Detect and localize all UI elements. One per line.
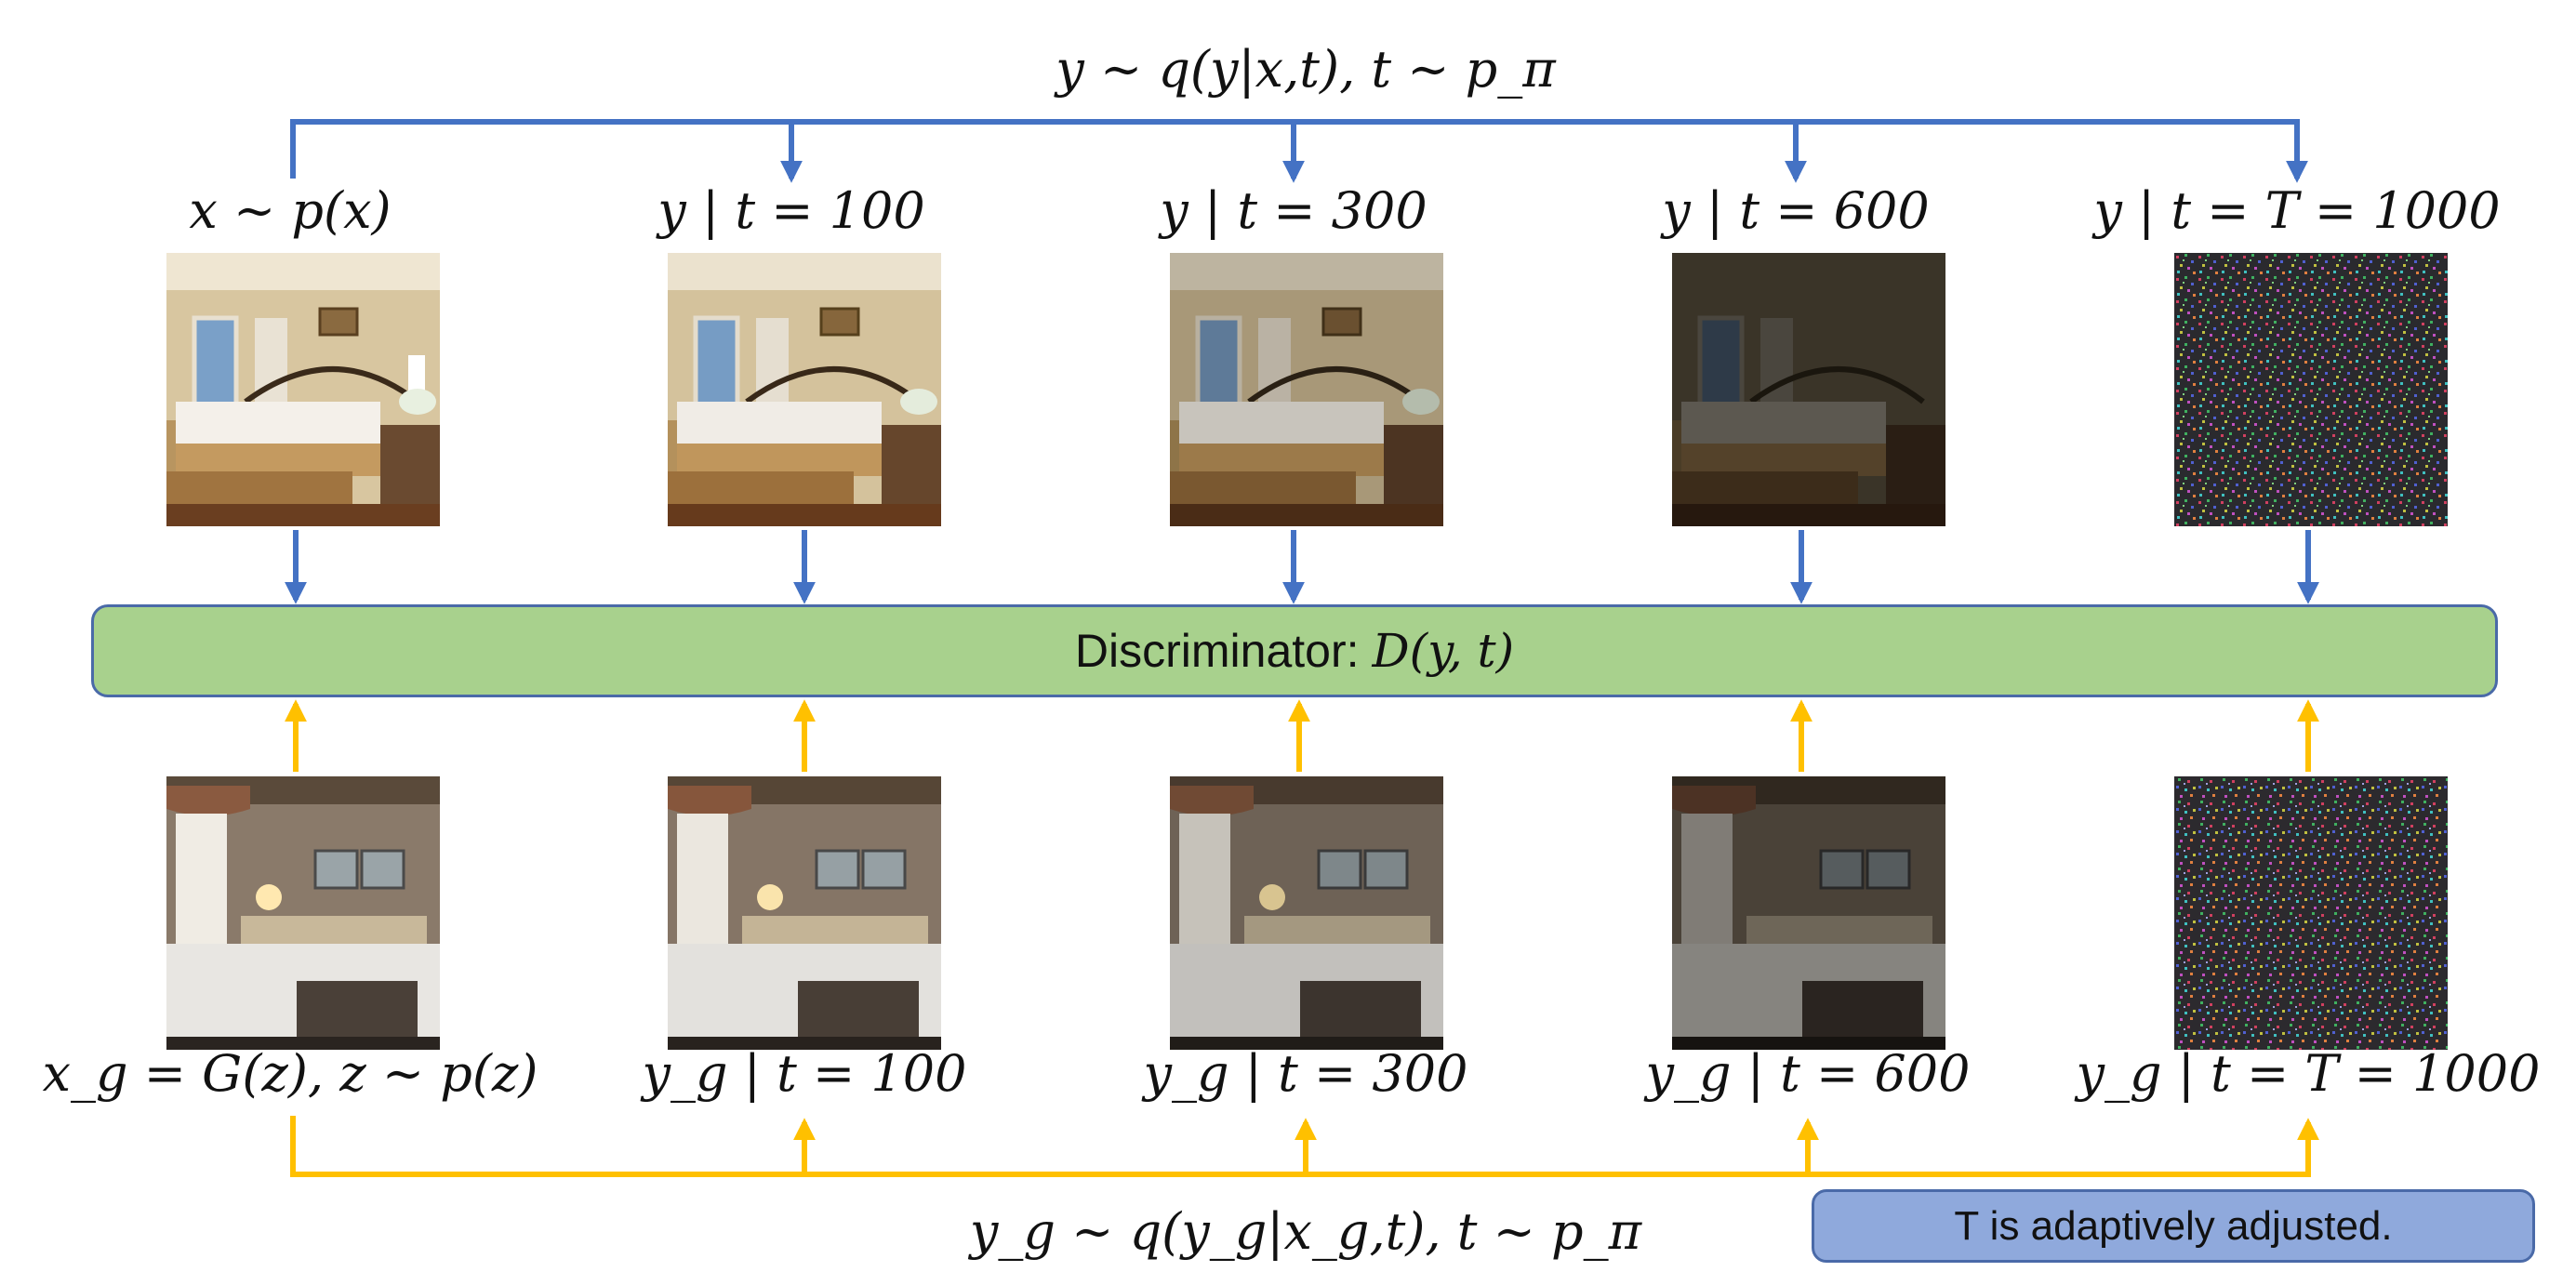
- real-t100-label: y | t = 100: [657, 181, 925, 240]
- real-tT-label: y | t = T = 1000: [2093, 181, 2501, 240]
- discriminator-box: Discriminator: D(y, t): [91, 604, 2498, 697]
- noisy-real-t100: [668, 253, 941, 526]
- real-to-discriminator-arrows: [285, 530, 2319, 604]
- noisy-real-t600: [1672, 253, 1945, 526]
- generated-bedroom-image: [166, 776, 440, 1050]
- top-forward-process-connector: [290, 119, 2308, 183]
- generated-to-discriminator-arrows: [285, 699, 2319, 772]
- noisy-generated-t100: [668, 776, 941, 1050]
- bottom-formula: y_g ∼ q(y_g|x_g,t), t ∼ p_π: [969, 1202, 1642, 1261]
- top-formula: y ∼ q(y|x,t), t ∼ p_π: [1056, 40, 1556, 99]
- real-t300-label: y | t = 300: [1160, 181, 1427, 240]
- bottom-forward-process-connector: [290, 1116, 2319, 1177]
- real-t600-label: y | t = 600: [1662, 181, 1930, 240]
- generated-t300-label: y_g | t = 300: [1143, 1044, 1468, 1103]
- generated-image-label: x_g = G(z), z ∼ p(z): [42, 1044, 538, 1103]
- discriminator-label: Discriminator:: [1074, 625, 1360, 677]
- discriminator-formula: D(y, t): [1372, 624, 1515, 678]
- noisy-generated-t300: [1170, 776, 1443, 1050]
- pure-noise-real: [2174, 253, 2448, 526]
- adaptive-t-note: T is adaptively adjusted.: [1812, 1189, 2535, 1263]
- noisy-generated-t600: [1672, 776, 1945, 1050]
- generated-tT-label: y_g | t = T = 1000: [2076, 1044, 2541, 1103]
- generated-t100-label: y_g | t = 100: [642, 1044, 967, 1103]
- noisy-real-t300: [1170, 253, 1443, 526]
- real-bedroom-image: [166, 253, 440, 526]
- real-image-label: x ∼ p(x): [189, 181, 392, 240]
- generated-t600-label: y_g | t = 600: [1645, 1044, 1971, 1103]
- pure-noise-generated: [2174, 776, 2448, 1050]
